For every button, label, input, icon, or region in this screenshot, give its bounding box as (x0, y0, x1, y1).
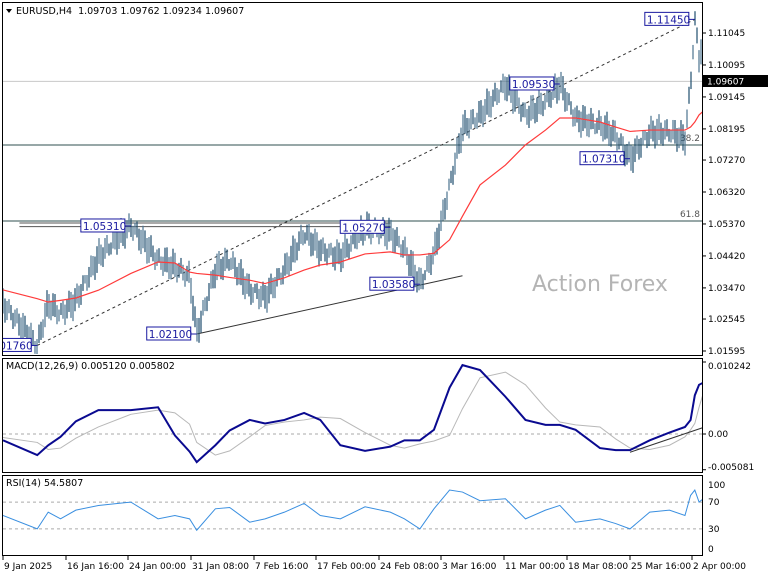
macd-y-tick-label: 0.00 (708, 430, 728, 440)
symbol-label: EURUSD,H4 (16, 6, 72, 17)
y-tick-label: 1.06320 (708, 188, 745, 198)
price-label-box (579, 151, 625, 166)
price-label-box (369, 276, 415, 291)
rsi-y-tick-label: 30 (708, 525, 720, 535)
y-tick-label: 1.05370 (708, 220, 745, 230)
x-tick-label: 16 Jan 16:00 (67, 562, 124, 572)
macd-signal-line (3, 371, 702, 456)
rsi-y-tick-label: 70 (708, 498, 720, 508)
price-label-box (3, 337, 32, 352)
price-label-text: 1.02100 (149, 329, 192, 341)
y-tick-label: 1.04420 (708, 252, 745, 262)
fibonacci-level-label: 61.8 (680, 210, 700, 220)
current-price-tag (703, 75, 768, 87)
price-label-box (80, 218, 126, 233)
low-value: 1.09234 (163, 6, 202, 17)
close-value: 1.09607 (205, 6, 244, 17)
rsi-title: RSI(14) 54.5807 (6, 478, 83, 489)
y-tick-label: 1.08195 (708, 125, 745, 135)
current-price-text: 1.09607 (707, 78, 744, 88)
rsi-y-tick-label: 100 (708, 481, 725, 491)
x-tick-label: 2 Apr 00:00 (693, 562, 746, 572)
macd-line (3, 363, 702, 464)
x-tick-label: 24 Feb 08:00 (380, 562, 439, 572)
price-label-text: 1.05270 (342, 222, 385, 234)
price-label-text: 1.11450 (647, 14, 690, 26)
x-tick-label: 9 Jan 2025 (4, 562, 52, 572)
y-tick-label: 1.03470 (708, 284, 745, 294)
price-label-text: 1.05310 (83, 221, 126, 233)
y-tick-label: 1.01595 (708, 347, 745, 357)
macd-trend-line (629, 427, 702, 453)
macd-title: MACD(12,26,9) 0.005120 0.005802 (6, 361, 175, 372)
price-label-box (146, 326, 192, 341)
price-label-text: 1.07310 (582, 154, 625, 166)
price-label-text: 1.03580 (372, 279, 415, 291)
y-tick-label: 1.10095 (708, 61, 745, 71)
x-tick-label: 24 Jan 00:00 (129, 562, 186, 572)
x-tick-label: 25 Mar 16:00 (631, 562, 691, 572)
open-value: 1.09703 (78, 6, 117, 17)
rsi-y-tick-label: 0 (708, 545, 714, 555)
rsi-panel[interactable] (2, 475, 703, 556)
x-tick-label: 17 Feb 00:00 (317, 562, 376, 572)
price-label-box (509, 76, 555, 91)
rsi-line (3, 489, 702, 532)
dropdown-triangle-icon[interactable] (6, 9, 12, 13)
price-label-box (644, 11, 690, 26)
x-tick-label: 18 Mar 08:00 (568, 562, 628, 572)
x-tick-label: 11 Mar 00:00 (505, 562, 565, 572)
high-value: 1.09762 (120, 6, 159, 17)
x-tick-label: 3 Mar 16:00 (442, 562, 497, 572)
watermark: Action Forex (532, 272, 668, 297)
moving-average-line (3, 111, 702, 303)
main-panel[interactable] (2, 2, 703, 356)
macd-y-tick-label: -0.005081 (708, 463, 754, 473)
macd-y-tick-label: 0.010242 (708, 362, 751, 372)
trend-line (196, 275, 463, 335)
macd-panel[interactable] (2, 358, 703, 473)
y-tick-label: 1.07270 (708, 156, 745, 166)
y-tick-label: 1.02545 (708, 315, 745, 325)
y-tick-label: 1.11045 (708, 29, 745, 39)
chart-header: EURUSD,H4 1.09703 1.09762 1.09234 1.09607 (6, 6, 244, 17)
trend-line (37, 18, 696, 346)
x-tick-label: 7 Feb 16:00 (255, 562, 309, 572)
price-label-text: 1.09530 (512, 79, 555, 91)
x-tick-label: 31 Jan 08:00 (192, 562, 249, 572)
price-label-box (339, 219, 385, 234)
fibonacci-level-label: 38.2 (680, 134, 700, 144)
y-tick-label: 1.09145 (708, 93, 745, 103)
